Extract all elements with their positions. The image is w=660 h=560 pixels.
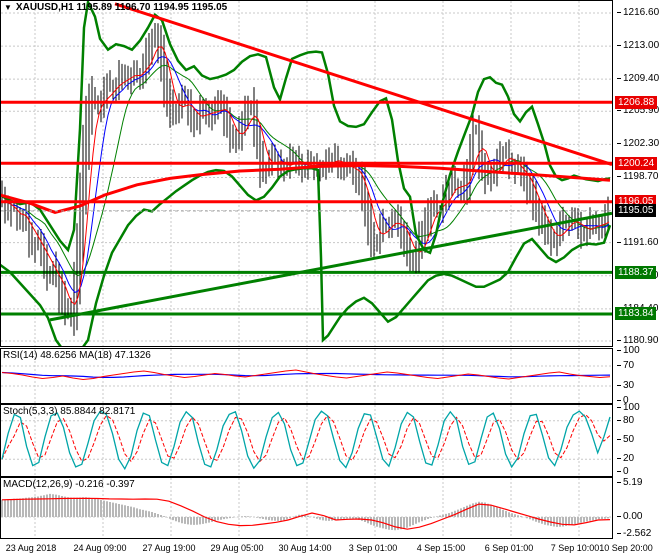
price-badge-red: 1200.24 — [615, 156, 658, 170]
tick-mark — [617, 481, 621, 483]
time-label: 27 Aug 19:00 — [142, 543, 196, 553]
main-price-tick: 1209.40 — [617, 73, 659, 85]
tick-mark — [617, 241, 621, 243]
stoch-tick: 50 — [617, 434, 634, 446]
time-label: 4 Sep 15:00 — [416, 543, 466, 553]
tick-mark — [617, 364, 621, 366]
tick-mark — [617, 143, 621, 145]
time-label: 23 Aug 2018 — [5, 543, 57, 553]
macd-tick: 0.00 — [617, 511, 642, 523]
tick-mark — [617, 11, 621, 13]
tick-mark — [617, 349, 621, 351]
curved-resistance-line — [0, 163, 611, 214]
tick-mark — [617, 44, 621, 46]
time-label: 29 Aug 05:00 — [210, 543, 264, 553]
time-label: 10 Sep 20:00 — [599, 543, 653, 553]
time-axis[interactable]: 23 Aug 2018 24 Aug 09:00 27 Aug 19:00 29 Au… — [0, 539, 660, 560]
rsi-tick: 70 — [617, 360, 634, 372]
stoch-k-line — [1, 410, 611, 471]
time-label: 24 Aug 09:00 — [73, 543, 127, 553]
macd-signal-line — [1, 497, 611, 530]
panel-border — [0, 348, 613, 404]
stoch-tick: 20 — [617, 453, 634, 465]
price-badge-green: 1183.84 — [615, 307, 657, 321]
panel-border — [0, 0, 613, 347]
tick-mark — [617, 515, 621, 517]
main-price-tick: 1191.60 — [617, 237, 658, 249]
price-badge-black: 1195.05 — [615, 204, 657, 218]
macd-label: MACD(12,26,9) -0.216 -0.397 — [3, 479, 135, 490]
rsi-tick: 0 — [617, 395, 629, 407]
panel-border — [0, 404, 613, 477]
descending-trendline — [114, 2, 613, 167]
tick-mark — [617, 406, 621, 408]
tick-mark — [617, 458, 621, 460]
time-label: 30 Aug 14:00 — [278, 543, 332, 553]
time-label: 7 Sep 10:00 — [550, 543, 600, 553]
stoch-tick: 80 — [617, 415, 634, 427]
symbol-dropdown-icon[interactable]: ▼ — [4, 2, 12, 12]
rsi-tick: 30 — [617, 380, 634, 392]
main-price-tick: 1202.30 — [617, 138, 659, 150]
macd-panel[interactable] — [0, 477, 613, 539]
time-label: 6 Sep 01:00 — [484, 543, 534, 553]
macd-canvas[interactable] — [0, 477, 613, 539]
main-price-tick: 1213.00 — [617, 40, 659, 52]
tick-mark — [617, 339, 621, 341]
tick-mark — [617, 532, 621, 534]
panel-border — [0, 477, 613, 539]
macd-histogram — [1, 493, 609, 531]
tick-mark — [617, 110, 621, 112]
tick-mark — [617, 399, 621, 401]
rsi-tick: 100 — [617, 345, 640, 357]
tick-mark — [617, 78, 621, 79]
macd-tick: -2.562 — [617, 528, 651, 540]
tick-mark — [617, 176, 621, 178]
stoch-tick: 0 — [617, 466, 629, 478]
stoch-canvas[interactable] — [0, 404, 613, 477]
chart-title-text: XAUUSD,H1 1195.89 1196.70 1194.95 1195.0… — [15, 2, 228, 13]
tick-mark — [617, 384, 621, 386]
main-chart-canvas[interactable] — [0, 0, 613, 347]
stoch-panel[interactable] — [0, 404, 613, 477]
stoch-label: Stoch(5,3,3) 85.8844 82.8171 — [3, 406, 136, 417]
rsi-line — [1, 369, 611, 381]
price-axis[interactable]: 1216.60 1213.00 1209.40 1205.90 1202.30 1198.… — [613, 0, 660, 560]
ascending-trendline — [49, 211, 613, 322]
bollinger-lower-band — [0, 167, 612, 347]
price-bars — [1, 23, 609, 336]
rsi-label: RSI(14) 48.6256 MA(18) 47.1326 — [3, 350, 151, 361]
tick-mark — [617, 438, 621, 440]
price-badge-red: 1206.88 — [615, 95, 658, 109]
stoch-tick: 100 — [617, 402, 640, 414]
main-chart-panel[interactable] — [0, 0, 613, 347]
main-price-tick: 1180.90 — [617, 335, 658, 347]
time-label: 3 Sep 01:00 — [348, 543, 398, 553]
main-price-tick: 1205.90 — [617, 105, 659, 117]
rsi-panel[interactable] — [0, 348, 613, 404]
tick-mark — [617, 470, 621, 472]
rsi-ma-line — [1, 371, 611, 378]
rsi-canvas[interactable] — [0, 348, 613, 404]
tick-mark — [617, 419, 621, 421]
main-price-tick: 1198.70 — [617, 171, 658, 183]
main-price-tick: 1216.60 — [617, 7, 659, 19]
macd-tick: 5.19 — [617, 477, 642, 489]
price-badge-green: 1188.37 — [615, 265, 657, 279]
chart-title: ▼ XAUUSD,H1 1195.89 1196.70 1194.95 1195… — [4, 2, 227, 13]
bollinger-upper-band — [0, 0, 611, 255]
